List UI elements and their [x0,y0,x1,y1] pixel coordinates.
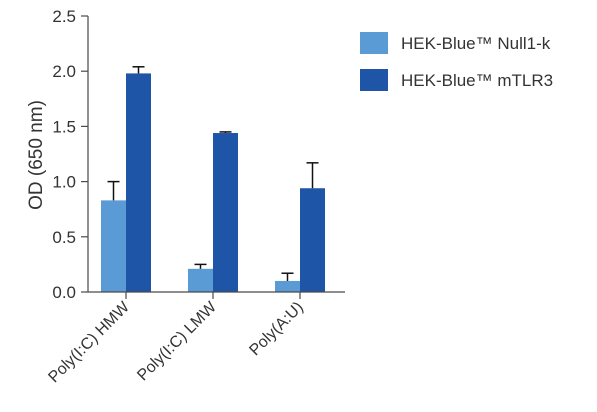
legend-label: HEK-Blue™ Null1-k [401,34,551,53]
x-category-label: Poly(A:U) [246,299,306,359]
y-axis: 0.0 0.5 1.0 1.5 2.0 2.5 [52,7,89,302]
bar-null1k-0 [101,200,126,292]
x-category-label: Poly(I:C) LMW [134,298,220,384]
bars [101,66,325,293]
x-axis: Poly(I:C) HMW Poly(I:C) LMW Poly(A:U) [45,291,345,386]
bar-null1k-2 [275,280,300,292]
y-tick-label: 0.5 [52,228,76,247]
bar-mtlr3-2 [300,188,325,292]
legend-swatch [360,69,388,91]
legend: HEK-Blue™ Null1-k HEK-Blue™ mTLR3 [360,32,553,91]
bar-mtlr3-0 [126,73,151,293]
y-tick-label: 2.0 [52,62,76,81]
x-category-label: Poly(I:C) HMW [45,298,133,386]
bar-mtlr3-1 [213,133,238,292]
bar-null1k-1 [188,268,213,292]
legend-swatch [360,32,388,54]
y-tick-label: 1.0 [52,173,76,192]
y-tick-label: 1.5 [52,117,76,136]
y-tick-label: 0.0 [52,283,76,302]
legend-label: HEK-Blue™ mTLR3 [401,71,553,90]
y-axis-title: OD (650 nm) [26,100,47,210]
y-tick-label: 2.5 [52,7,76,26]
